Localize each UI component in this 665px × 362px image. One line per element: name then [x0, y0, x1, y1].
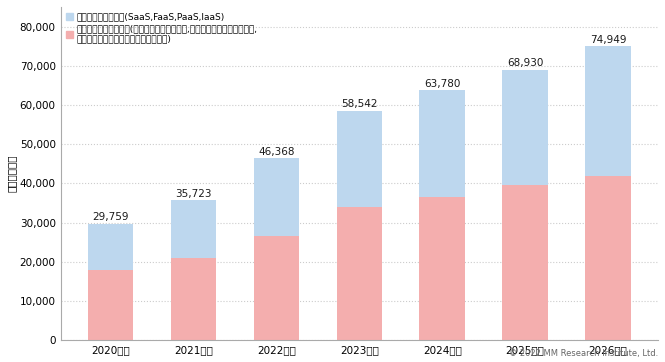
Bar [88, 223, 134, 270]
Text: 46,368: 46,368 [258, 147, 295, 157]
Text: © 2022 MM Research Institute, Ltd.: © 2022 MM Research Institute, Ltd. [509, 349, 658, 358]
Text: 58,542: 58,542 [341, 99, 378, 109]
Bar [585, 176, 631, 340]
Text: 68,930: 68,930 [507, 58, 543, 68]
Bar [585, 46, 631, 176]
Bar [171, 200, 216, 258]
Bar [502, 185, 548, 340]
Bar [502, 70, 548, 185]
Bar [253, 159, 299, 236]
Bar [253, 236, 299, 340]
Text: 29,759: 29,759 [92, 212, 129, 222]
Bar [171, 258, 216, 340]
Text: 74,949: 74,949 [590, 35, 626, 45]
Y-axis label: 金額（億円）: 金額（億円） [7, 155, 17, 192]
Text: 63,780: 63,780 [424, 79, 460, 89]
Bar [336, 111, 382, 207]
Bar [336, 207, 382, 340]
Legend: パブリッククラウド(SaaS,FaaS,PaaS,IaaS), プライベートクラウド(コミュニティクラウド,デディケイテッドクラウド,
オンプレミス型プライベー: パブリッククラウド(SaaS,FaaS,PaaS,IaaS), プライベートクラ… [65, 12, 259, 45]
Bar [420, 197, 465, 340]
Bar [88, 270, 134, 340]
Text: 35,723: 35,723 [175, 189, 211, 199]
Bar [420, 90, 465, 197]
